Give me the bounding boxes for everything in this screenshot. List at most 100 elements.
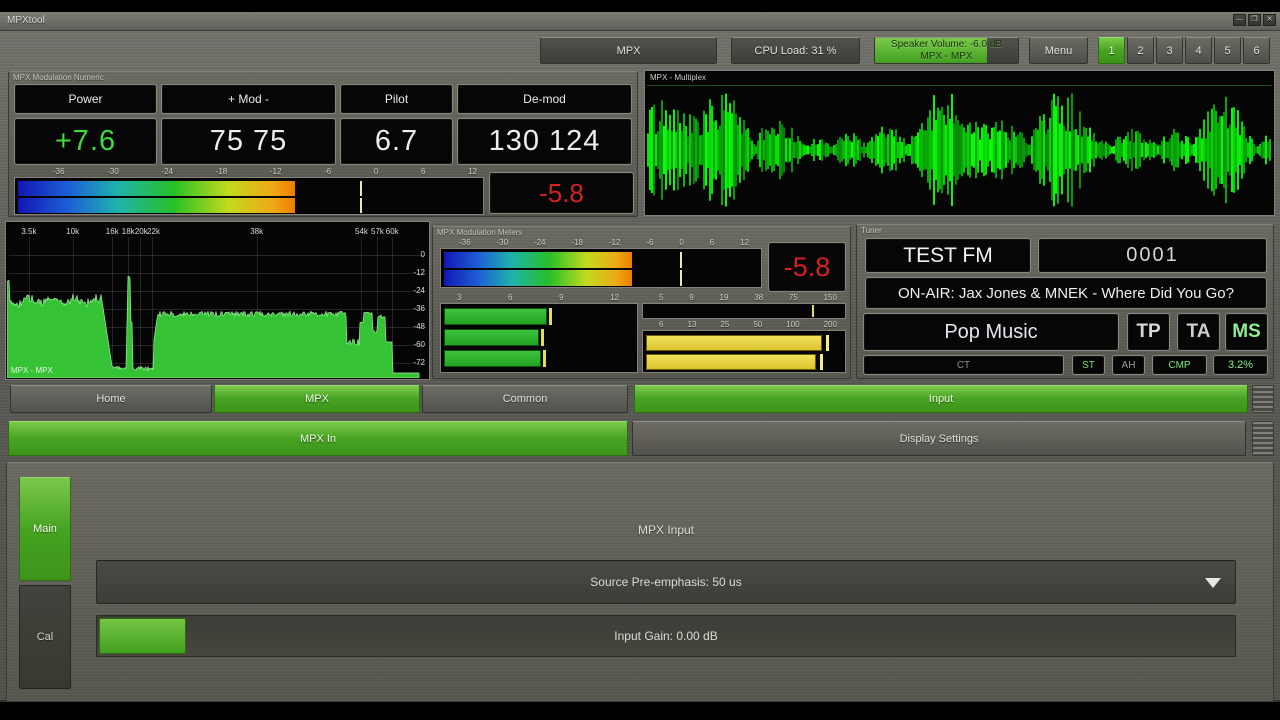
mpx-spectrum: 3.5k 10k 16k 18k 20k 22k 38k 54k 57k 60k… [6,222,429,379]
spectrum-corner-label: MPX - MPX [11,366,53,375]
multiplex-scope: MPX - Multiplex [645,71,1274,215]
freq-label: 18k [121,227,135,236]
preset-button-5[interactable]: 5 [1214,37,1241,64]
app-window: MPXtool — ❐ ✕ MPX CPU Load: 31 % Speaker… [0,12,1280,702]
speaker-volume-button[interactable]: Speaker Volume: -6.0 dB MPX - MPX [874,37,1019,64]
preset-button-4[interactable]: 4 [1185,37,1212,64]
main-meter-scale: -36 -30 -24 -18 -12 -6 0 6 12 [459,238,749,247]
preset-button-6[interactable]: 6 [1243,37,1270,64]
deviation-meter-scale: 6 13 25 50 100 200 [659,320,837,329]
freq-label: 3.5k [21,227,37,236]
mpx-source-button[interactable]: MPX [540,37,717,64]
db-label: -72 [413,358,425,367]
freq-label: 57k [371,227,384,236]
close-icon[interactable]: ✕ [1263,14,1276,26]
tp-indicator: TP [1128,314,1169,350]
freq-label: 38k [250,227,264,236]
pilot-meter [441,304,637,372]
radiotext-display: ON-AIR: Jax Jones & MNEK - Where Did You… [866,278,1266,308]
section-title: MPX Input [637,523,695,537]
freq-label: 10k [66,227,80,236]
freq-label: 60k [385,227,399,236]
title-bar[interactable]: MPXtool — ❐ ✕ [0,12,1280,31]
db-label: -60 [413,340,425,349]
numeric-meter [15,178,483,214]
spectrum-trace [7,276,420,378]
input-gain-value: Input Gain: 0.00 dB [614,629,718,643]
speaker-volume-label: Speaker Volume: -6.0 dB [890,39,1003,50]
maximize-icon[interactable]: ❐ [1248,14,1261,26]
aux-meter-scale: 5 9 19 38 75 150 [659,293,837,302]
tab-input[interactable]: Input [634,385,1248,413]
numeric-meter-marker [359,181,362,196]
freq-label: 54k [355,227,368,236]
numeric-panel-title: MPX Modulation Numeric [13,73,104,82]
demod-value-display: 130 124 [458,119,631,164]
aux-meter [643,304,845,318]
db-label: -48 [413,322,425,331]
preemphasis-dropdown[interactable]: Source Pre-emphasis: 50 us [96,560,1236,604]
st-indicator: ST [1073,356,1104,374]
meters-panel-title: MPX Modulation Meters [437,228,523,237]
ct-indicator: CT [864,356,1063,374]
ta-indicator: TA [1178,314,1219,350]
db-label: -24 [413,286,425,295]
preset-button-3[interactable]: 3 [1156,37,1183,64]
freq-label: 22k [147,227,160,236]
app-title: MPXtool [7,15,45,26]
modulation-meters-panel: MPX Modulation Meters -36 -30 -24 -18 -12 -6 0… [432,226,851,379]
tuner-panel-title: Tuner [861,226,882,235]
ah-indicator: AH [1113,356,1144,374]
db-label: -36 [413,304,425,313]
tab-mpx-in[interactable]: MPX In [8,421,628,456]
tab-common[interactable]: Common [422,385,628,413]
chevron-down-icon [1205,578,1221,588]
deviation-meter [643,331,845,372]
input-gain-handle[interactable] [99,618,186,654]
power-header[interactable]: Power [15,85,156,113]
settings-page: Main Cal MPX Input Source Pre-emphasis: … [6,462,1274,702]
pilot-meter-scale: 3 6 9 12 [457,293,619,302]
cpu-load-indicator: CPU Load: 31 % [731,37,860,64]
side-tab-cal[interactable]: Cal [19,585,71,689]
tab-row1-grip[interactable] [1252,385,1274,413]
minimize-icon[interactable]: — [1233,14,1246,26]
numeric-panel: MPX Modulation Numeric Power + Mod - Pil… [8,71,638,217]
pilot-value-display: 6.7 [341,119,452,164]
meters-peak-display: -5.8 [769,243,845,291]
input-gain-slider[interactable]: Input Gain: 0.00 dB [96,615,1236,657]
tab-row2-grip[interactable] [1252,421,1274,456]
freq-label: 20k [134,227,148,236]
tuner-panel: Tuner TEST FM 0001 ON-AIR: Jax Jones & M… [856,224,1274,379]
mod-header[interactable]: + Mod - [162,85,335,113]
speaker-volume-fill [875,38,987,63]
numeric-meter-bar-left [18,181,480,196]
multiplex-waveform [647,85,1272,207]
preset-button-1[interactable]: 1 [1098,37,1125,64]
power-value-display: +7.6 [15,119,156,164]
pi-code-display: 0001 [1039,239,1266,272]
db-label: 0 [420,250,425,259]
cmp-indicator: CMP [1153,356,1206,374]
speaker-monitor-label: MPX - MPX [920,51,973,62]
demod-header[interactable]: De-mod [458,85,631,113]
program-type-display: Pop Music [864,314,1118,350]
mod-value-display: 75 75 [162,119,335,164]
numeric-meter-scale: -36 -30 -24 -18 -12 -6 0 6 12 [53,167,477,176]
percent-indicator: 3.2% [1214,356,1267,374]
multiplex-title: MPX - Multiplex [650,73,707,82]
side-tab-main[interactable]: Main [19,477,71,581]
tab-mpx[interactable]: MPX [214,385,420,413]
db-label: -12 [413,268,425,277]
preset-button-2[interactable]: 2 [1127,37,1154,64]
numeric-meter-bar-right [18,198,480,213]
numeric-peak-display: -5.8 [490,173,633,213]
tab-display-settings[interactable]: Display Settings [632,421,1246,456]
freq-label: 16k [105,227,119,236]
tab-home[interactable]: Home [10,385,212,413]
station-name-display: TEST FM [866,239,1030,272]
ms-indicator: MS [1226,314,1267,350]
menu-button[interactable]: Menu [1029,37,1088,64]
pilot-header[interactable]: Pilot [341,85,452,113]
